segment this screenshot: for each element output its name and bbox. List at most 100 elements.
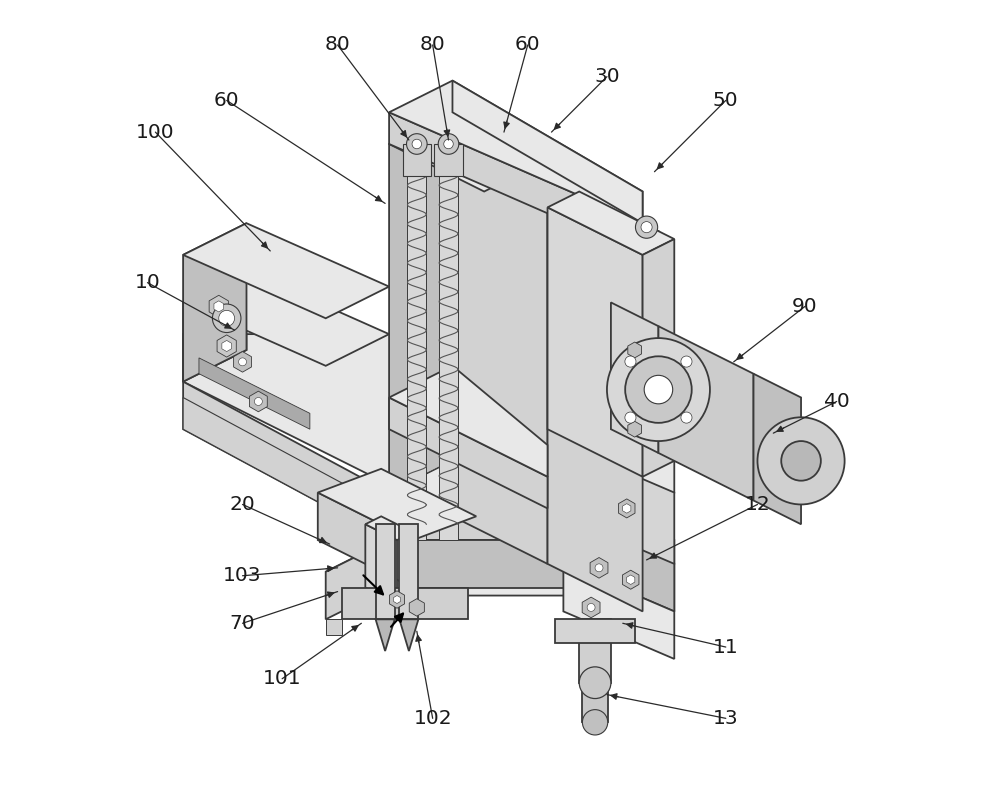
Polygon shape <box>623 504 631 513</box>
Text: 80: 80 <box>325 36 350 55</box>
Polygon shape <box>183 223 389 318</box>
Polygon shape <box>342 588 468 619</box>
Circle shape <box>582 710 608 735</box>
Polygon shape <box>628 342 642 358</box>
Polygon shape <box>389 112 548 192</box>
Circle shape <box>607 338 710 441</box>
Circle shape <box>757 417 845 505</box>
Polygon shape <box>365 524 397 603</box>
Text: 103: 103 <box>223 566 262 585</box>
Polygon shape <box>628 421 642 437</box>
Polygon shape <box>389 366 548 477</box>
Polygon shape <box>365 516 413 540</box>
Text: 12: 12 <box>745 495 770 514</box>
Circle shape <box>212 304 241 332</box>
Text: 11: 11 <box>713 638 739 657</box>
Polygon shape <box>643 239 674 477</box>
Polygon shape <box>376 619 395 651</box>
Polygon shape <box>399 619 418 651</box>
Polygon shape <box>658 326 754 501</box>
Polygon shape <box>548 184 658 255</box>
Polygon shape <box>407 144 426 540</box>
Text: 20: 20 <box>230 495 255 514</box>
Polygon shape <box>434 144 463 176</box>
Circle shape <box>444 139 453 149</box>
Polygon shape <box>582 675 608 723</box>
Polygon shape <box>209 295 228 317</box>
Circle shape <box>625 412 636 423</box>
Circle shape <box>681 356 692 367</box>
Polygon shape <box>611 302 658 453</box>
Polygon shape <box>326 619 342 635</box>
Circle shape <box>438 134 459 154</box>
Polygon shape <box>563 445 674 611</box>
Circle shape <box>641 222 652 233</box>
Polygon shape <box>318 469 476 540</box>
Polygon shape <box>452 160 548 564</box>
Text: 100: 100 <box>136 122 175 142</box>
Circle shape <box>254 398 262 405</box>
Text: 13: 13 <box>713 709 739 728</box>
Polygon shape <box>563 516 674 611</box>
Polygon shape <box>548 207 643 477</box>
Circle shape <box>595 564 603 572</box>
Circle shape <box>625 356 636 367</box>
Polygon shape <box>389 461 452 548</box>
Text: 90: 90 <box>792 297 818 316</box>
Circle shape <box>644 375 673 404</box>
Text: 60: 60 <box>515 36 541 55</box>
Circle shape <box>681 412 692 423</box>
Polygon shape <box>590 557 608 578</box>
Polygon shape <box>183 271 246 382</box>
Polygon shape <box>409 599 424 616</box>
Text: 102: 102 <box>413 709 452 728</box>
Polygon shape <box>627 575 635 584</box>
Polygon shape <box>318 493 413 588</box>
Text: 10: 10 <box>135 273 160 292</box>
Polygon shape <box>249 391 267 412</box>
Polygon shape <box>439 144 458 540</box>
Polygon shape <box>214 301 224 312</box>
Polygon shape <box>199 358 310 429</box>
Polygon shape <box>619 499 635 518</box>
Polygon shape <box>394 595 400 603</box>
Text: 50: 50 <box>713 91 739 110</box>
Polygon shape <box>389 540 674 588</box>
Circle shape <box>579 667 611 699</box>
Circle shape <box>219 310 235 326</box>
Text: 30: 30 <box>594 67 620 86</box>
Text: 60: 60 <box>214 91 239 110</box>
Polygon shape <box>183 271 389 366</box>
Polygon shape <box>326 540 674 595</box>
Polygon shape <box>582 597 600 618</box>
Circle shape <box>407 134 427 154</box>
Polygon shape <box>389 493 674 540</box>
Polygon shape <box>234 351 251 372</box>
Polygon shape <box>183 382 389 540</box>
Polygon shape <box>563 564 674 659</box>
Polygon shape <box>389 80 643 223</box>
Circle shape <box>239 358 246 366</box>
Polygon shape <box>452 80 643 223</box>
Polygon shape <box>579 619 611 683</box>
Polygon shape <box>389 398 548 509</box>
Polygon shape <box>389 591 405 608</box>
Polygon shape <box>389 112 452 493</box>
Polygon shape <box>548 192 674 255</box>
Text: 70: 70 <box>230 614 255 633</box>
Polygon shape <box>217 335 236 357</box>
Text: 40: 40 <box>824 392 850 411</box>
Polygon shape <box>389 112 643 255</box>
Polygon shape <box>183 334 674 493</box>
Polygon shape <box>754 374 801 524</box>
Circle shape <box>412 139 422 149</box>
Polygon shape <box>183 223 246 382</box>
Polygon shape <box>183 398 674 540</box>
Polygon shape <box>555 619 635 643</box>
Text: 101: 101 <box>263 669 301 688</box>
Polygon shape <box>399 524 418 619</box>
Circle shape <box>635 216 658 238</box>
Circle shape <box>587 603 595 611</box>
Circle shape <box>625 356 692 423</box>
Polygon shape <box>222 340 231 351</box>
